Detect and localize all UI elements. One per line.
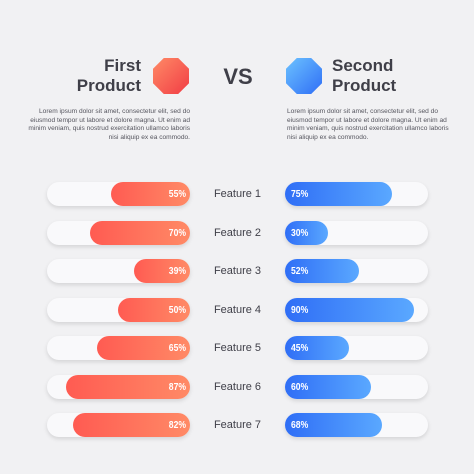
second-product-track-7: 68% bbox=[285, 413, 428, 437]
first-product-title-line2: Product bbox=[76, 76, 141, 95]
first-product-track-4: 50% bbox=[47, 298, 190, 322]
first-product-bar-1: 55% bbox=[111, 182, 190, 206]
feature-label-1: Feature 1 bbox=[213, 188, 262, 200]
feature-label-4: Feature 4 bbox=[213, 304, 262, 316]
second-product-title-line2: Product bbox=[332, 76, 397, 95]
first-product-bar-3: 39% bbox=[134, 259, 190, 283]
second-product-value-6: 60% bbox=[291, 381, 309, 393]
first-product-value-3: 39% bbox=[168, 265, 186, 277]
second-product-value-5: 45% bbox=[291, 342, 309, 354]
second-product-track-1: 75% bbox=[285, 182, 428, 206]
first-product-value-1: 55% bbox=[168, 188, 186, 200]
second-product-bar-1: 75% bbox=[285, 182, 392, 206]
first-product-value-5: 65% bbox=[168, 342, 186, 354]
feature-label-7: Feature 7 bbox=[213, 419, 262, 431]
first-product-value-2: 70% bbox=[168, 227, 186, 239]
second-product-track-4: 90% bbox=[285, 298, 428, 322]
second-product-track-6: 60% bbox=[285, 375, 428, 399]
second-product-bar-3: 52% bbox=[285, 259, 359, 283]
first-product-track-5: 65% bbox=[47, 336, 190, 360]
first-product-track-1: 55% bbox=[47, 182, 190, 206]
second-product-description: Lorem ipsum dolor sit amet, consectetur … bbox=[287, 108, 449, 141]
first-product-bar-2: 70% bbox=[90, 221, 190, 245]
second-product-bar-4: 90% bbox=[285, 298, 414, 322]
vs-label: VS bbox=[223, 64, 253, 89]
second-product-track-5: 45% bbox=[285, 336, 428, 360]
feature-label-2: Feature 2 bbox=[213, 227, 262, 239]
second-product-value-1: 75% bbox=[291, 188, 309, 200]
first-product-bar-5: 65% bbox=[97, 336, 190, 360]
second-product-track-2: 30% bbox=[285, 221, 428, 245]
first-product-description: Lorem ipsum dolor sit amet, consectetur … bbox=[28, 108, 190, 141]
feature-label-5: Feature 5 bbox=[213, 342, 262, 354]
first-product-track-3: 39% bbox=[47, 259, 190, 283]
first-product-value-7: 82% bbox=[168, 419, 186, 431]
first-product-value-6: 87% bbox=[168, 381, 186, 393]
first-product-bar-4: 50% bbox=[118, 298, 190, 322]
second-product-bar-7: 68% bbox=[285, 413, 382, 437]
second-product-track-3: 52% bbox=[285, 259, 428, 283]
first-product-track-2: 70% bbox=[47, 221, 190, 245]
first-product-octagon-icon bbox=[153, 58, 189, 94]
first-product-bar-6: 87% bbox=[66, 375, 190, 399]
second-product-octagon-icon bbox=[286, 58, 322, 94]
feature-label-3: Feature 3 bbox=[213, 265, 262, 277]
second-product-bar-6: 60% bbox=[285, 375, 371, 399]
first-product-track-7: 82% bbox=[47, 413, 190, 437]
second-product-bar-5: 45% bbox=[285, 336, 349, 360]
first-product-title-line1: First bbox=[104, 56, 141, 75]
feature-label-6: Feature 6 bbox=[213, 381, 262, 393]
first-product-bar-7: 82% bbox=[73, 413, 190, 437]
second-product-title-line1: Second bbox=[332, 56, 394, 75]
second-product-value-4: 90% bbox=[291, 304, 309, 316]
second-product-title: Second Product bbox=[332, 56, 396, 96]
second-product-value-3: 52% bbox=[291, 265, 309, 277]
first-product-title: First Product bbox=[77, 56, 141, 96]
first-product-track-6: 87% bbox=[47, 375, 190, 399]
second-product-bar-2: 30% bbox=[285, 221, 328, 245]
second-product-value-2: 30% bbox=[291, 227, 309, 239]
first-product-value-4: 50% bbox=[168, 304, 186, 316]
second-product-value-7: 68% bbox=[291, 419, 309, 431]
